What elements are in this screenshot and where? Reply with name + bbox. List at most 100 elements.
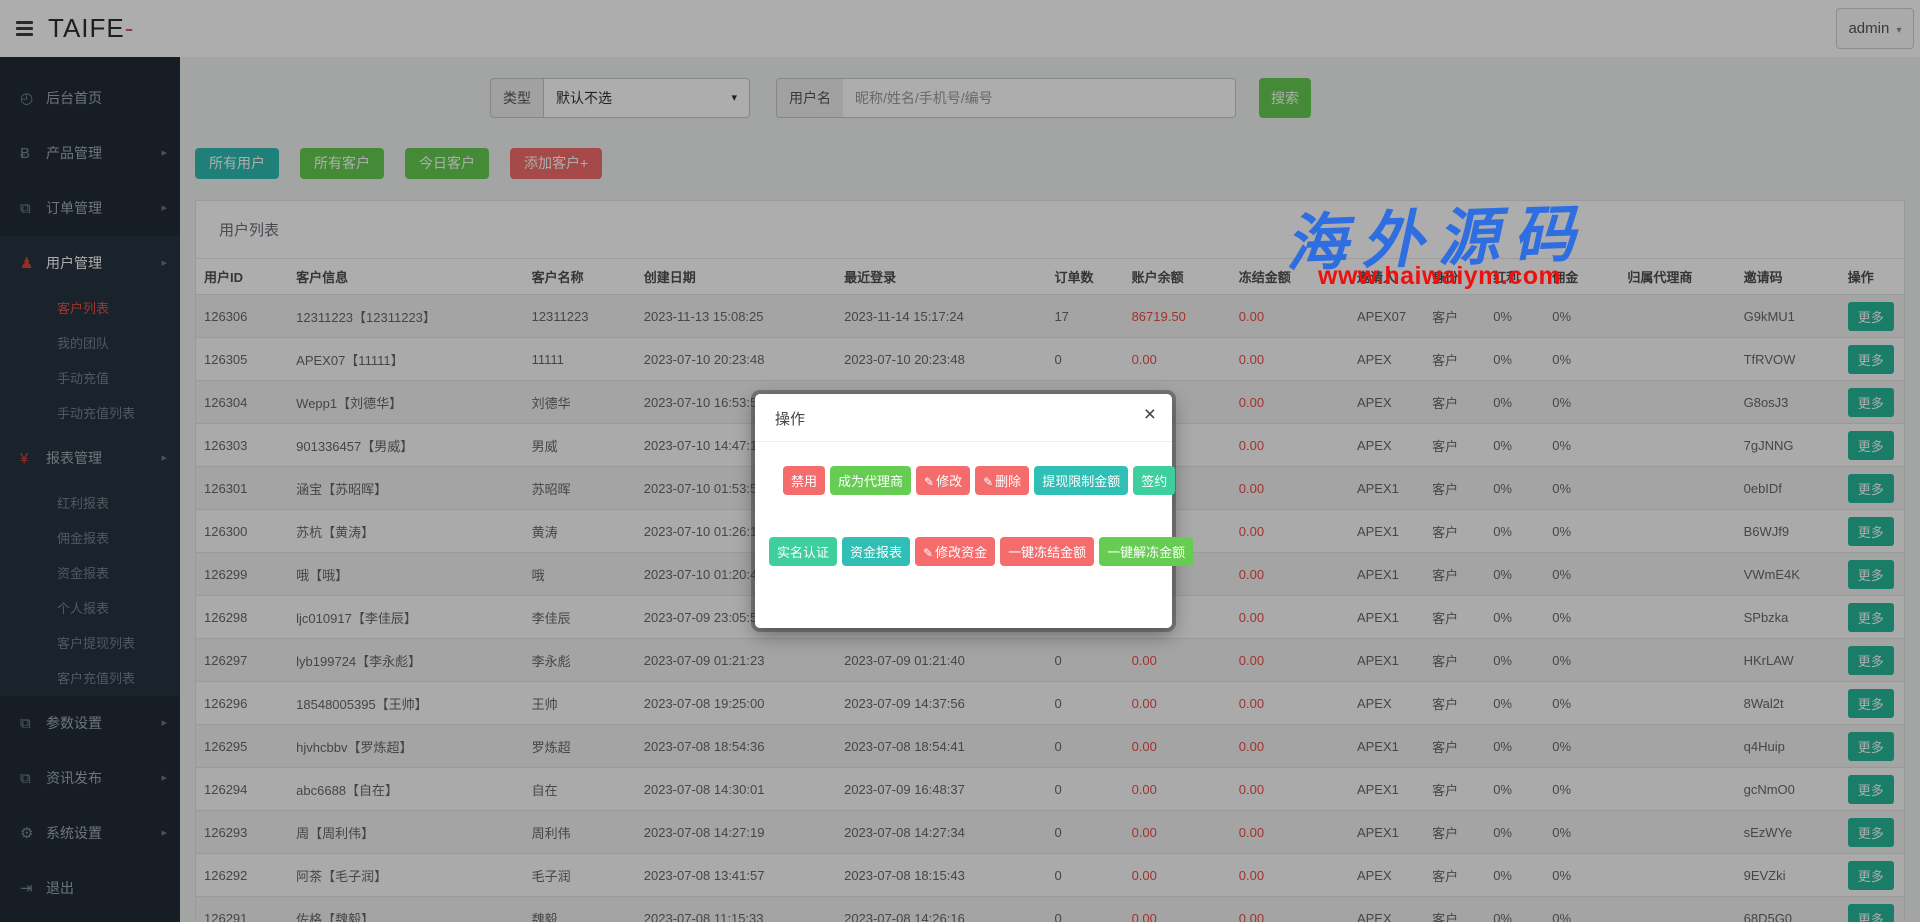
sidebar-subitem-个人报表[interactable]: 个人报表 bbox=[57, 601, 110, 616]
cell-inviter: APEX1 bbox=[1348, 810, 1425, 854]
sidebar-subitem-客户充值列表[interactable]: 客户充值列表 bbox=[57, 671, 136, 686]
user-menu-button[interactable]: admin ▾ bbox=[1836, 8, 1914, 49]
modal-button-修改[interactable]: ✎ 修改 bbox=[916, 466, 971, 495]
action-button-添加客户+[interactable]: 添加客户+ bbox=[510, 148, 603, 179]
more-button[interactable]: 更多 bbox=[1847, 731, 1894, 761]
more-button[interactable]: 更多 bbox=[1847, 430, 1894, 460]
cell-inviter: APEX bbox=[1348, 380, 1425, 424]
close-icon[interactable]: × bbox=[1143, 403, 1156, 426]
action-button-所有客户[interactable]: 所有客户 bbox=[300, 148, 384, 179]
cell-id: 126298 bbox=[196, 595, 289, 639]
modal-button-实名认证[interactable]: 实名认证 bbox=[769, 537, 838, 566]
chevron-right-icon: ▸ bbox=[161, 202, 167, 214]
modal-button-一键冻结金额[interactable]: 一键冻结金额 bbox=[1000, 537, 1095, 566]
sidebar-item-label: 产品管理 bbox=[46, 145, 102, 161]
cell-bonus: 0% bbox=[1485, 552, 1545, 596]
sidebar-subitem-手动充值[interactable]: 手动充值 bbox=[57, 371, 110, 386]
more-button[interactable]: 更多 bbox=[1847, 860, 1894, 890]
cell-agent bbox=[1619, 466, 1736, 510]
more-button[interactable]: 更多 bbox=[1847, 344, 1894, 374]
modal-button-label: 一键解冻金额 bbox=[1107, 545, 1186, 560]
sidebar-item-label: 资讯发布 bbox=[46, 770, 102, 786]
sidebar-item-参数设置[interactable]: ⧉ 参数设置 ▸ bbox=[0, 696, 180, 751]
more-button[interactable]: 更多 bbox=[1847, 688, 1894, 718]
cell-id: 126301 bbox=[196, 466, 289, 510]
action-button-所有用户[interactable]: 所有用户 bbox=[195, 148, 279, 179]
cell-info: ljc010917【李佳辰】 bbox=[288, 595, 524, 639]
more-button[interactable]: 更多 bbox=[1847, 387, 1894, 417]
modal-button-label: 签约 bbox=[1141, 474, 1168, 489]
cell-orders: 0 bbox=[1046, 638, 1124, 682]
more-button[interactable]: 更多 bbox=[1847, 602, 1894, 632]
modal-button-修改资金[interactable]: ✎ 修改资金 bbox=[915, 537, 996, 566]
more-button[interactable]: 更多 bbox=[1847, 473, 1894, 503]
sidebar-subitem-红利报表[interactable]: 红利报表 bbox=[57, 496, 110, 511]
more-button[interactable]: 更多 bbox=[1847, 645, 1894, 675]
modal-body: 禁用 成为代理商 ✎ 修改 ✎ 删除 提现限制金额 签约 实名认证 资金报表 ✎ 修改资金 一键冻结金… bbox=[755, 442, 1194, 566]
chevron-right-icon: ▸ bbox=[161, 147, 167, 159]
action-button-今日客户[interactable]: 今日客户 bbox=[405, 148, 489, 179]
cell-inviter: APEX1 bbox=[1348, 638, 1425, 682]
more-button[interactable]: 更多 bbox=[1847, 516, 1894, 546]
sidebar-item-label: 后台首页 bbox=[46, 90, 102, 106]
cell-agent bbox=[1619, 810, 1736, 854]
sidebar-subitem-我的团队[interactable]: 我的团队 bbox=[57, 336, 110, 351]
modal-button-资金报表[interactable]: 资金报表 bbox=[842, 537, 911, 566]
modal-button-row-1: 禁用 成为代理商 ✎ 修改 ✎ 删除 提现限制金额 签约 bbox=[769, 466, 1176, 495]
sidebar-item-后台首页[interactable]: ◴ 后台首页 bbox=[0, 71, 180, 126]
cell-balance: 0.00 bbox=[1123, 810, 1231, 854]
sidebar: ◴ 后台首页 Ƀ 产品管理 ▸ ⧉ 订单管理 ▸ ♟ 用户管理 ▸ 客户列表 我的团队 手动充值 手动充值列… bbox=[0, 57, 180, 922]
type-select[interactable]: 默认不选 ▾ bbox=[543, 78, 750, 118]
cell-name: 哦 bbox=[523, 552, 636, 596]
cell-code: G9kMU1 bbox=[1735, 294, 1840, 338]
username-input[interactable] bbox=[843, 78, 1236, 118]
modal-header: 操作 × bbox=[755, 394, 1172, 442]
modal-button-提现限制金额[interactable]: 提现限制金额 bbox=[1034, 466, 1129, 495]
sidebar-item-报表管理[interactable]: ¥ 报表管理 ▸ bbox=[0, 431, 180, 486]
column-header-邀请码: 邀请码 bbox=[1743, 270, 1783, 285]
cell-info: 佐格【魏毅】 bbox=[288, 896, 524, 922]
modal-button-禁用[interactable]: 禁用 bbox=[783, 466, 826, 495]
cell-actions: 更多 bbox=[1839, 810, 1904, 854]
sidebar-subitem-资金报表[interactable]: 资金报表 bbox=[57, 566, 110, 581]
search-button[interactable]: 搜索 bbox=[1259, 78, 1311, 118]
cell-frozen: 0.00 bbox=[1230, 724, 1349, 768]
more-button[interactable]: 更多 bbox=[1847, 774, 1894, 804]
cell-name: 11111 bbox=[523, 337, 636, 381]
cell-code: gcNmO0 bbox=[1735, 767, 1840, 811]
sidebar-item-订单管理[interactable]: ⧉ 订单管理 ▸ bbox=[0, 181, 180, 236]
gear-icon: ⚙ bbox=[20, 825, 34, 842]
modal-button-成为代理商[interactable]: 成为代理商 bbox=[830, 466, 912, 495]
sidebar-item-资讯发布[interactable]: ⧉ 资讯发布 ▸ bbox=[0, 751, 180, 806]
sidebar-item-退出[interactable]: ⇥ 退出 bbox=[0, 861, 180, 916]
sidebar-subitem-客户提现列表[interactable]: 客户提现列表 bbox=[57, 636, 136, 651]
table-row: 126296 18548005395【王帅】 王帅 2023-07-08 19:25:… bbox=[196, 681, 1904, 725]
cell-bonus: 0% bbox=[1485, 638, 1545, 682]
modal-button-签约[interactable]: 签约 bbox=[1133, 466, 1176, 495]
cell-name: 男威 bbox=[523, 423, 636, 467]
modal-button-一键解冻金额[interactable]: 一键解冻金额 bbox=[1099, 537, 1194, 566]
sidebar-item-用户管理[interactable]: ♟ 用户管理 ▸ bbox=[0, 236, 180, 291]
sidebar-item-系统设置[interactable]: ⚙ 系统设置 ▸ bbox=[0, 806, 180, 861]
modal-button-删除[interactable]: ✎ 删除 bbox=[975, 466, 1030, 495]
sidebar-item-产品管理[interactable]: Ƀ 产品管理 ▸ bbox=[0, 126, 180, 181]
cell-frozen: 0.00 bbox=[1230, 466, 1349, 510]
sidebar-subitem-佣金报表[interactable]: 佣金报表 bbox=[57, 531, 110, 546]
cell-id: 126292 bbox=[196, 853, 289, 897]
more-button[interactable]: 更多 bbox=[1847, 559, 1894, 589]
more-button[interactable]: 更多 bbox=[1847, 301, 1894, 331]
cell-code: B6WJf9 bbox=[1735, 509, 1840, 553]
sidebar-item-label: 订单管理 bbox=[46, 200, 102, 216]
cell-id: 126300 bbox=[196, 509, 289, 553]
cell-inviter: APEX1 bbox=[1348, 767, 1425, 811]
sidebar-toggle-icon[interactable] bbox=[16, 21, 33, 36]
more-button[interactable]: 更多 bbox=[1847, 817, 1894, 847]
sidebar-subitem-手动充值列表[interactable]: 手动充值列表 bbox=[57, 406, 136, 421]
cell-commission: 0% bbox=[1544, 552, 1620, 596]
sidebar-subitem-客户列表[interactable]: 客户列表 bbox=[57, 301, 110, 316]
more-button[interactable]: 更多 bbox=[1847, 903, 1894, 922]
sidebar-item-label: 报表管理 bbox=[46, 450, 102, 466]
cell-agent bbox=[1619, 423, 1736, 467]
cell-agent bbox=[1619, 552, 1736, 596]
cell-bonus: 0% bbox=[1485, 337, 1545, 381]
